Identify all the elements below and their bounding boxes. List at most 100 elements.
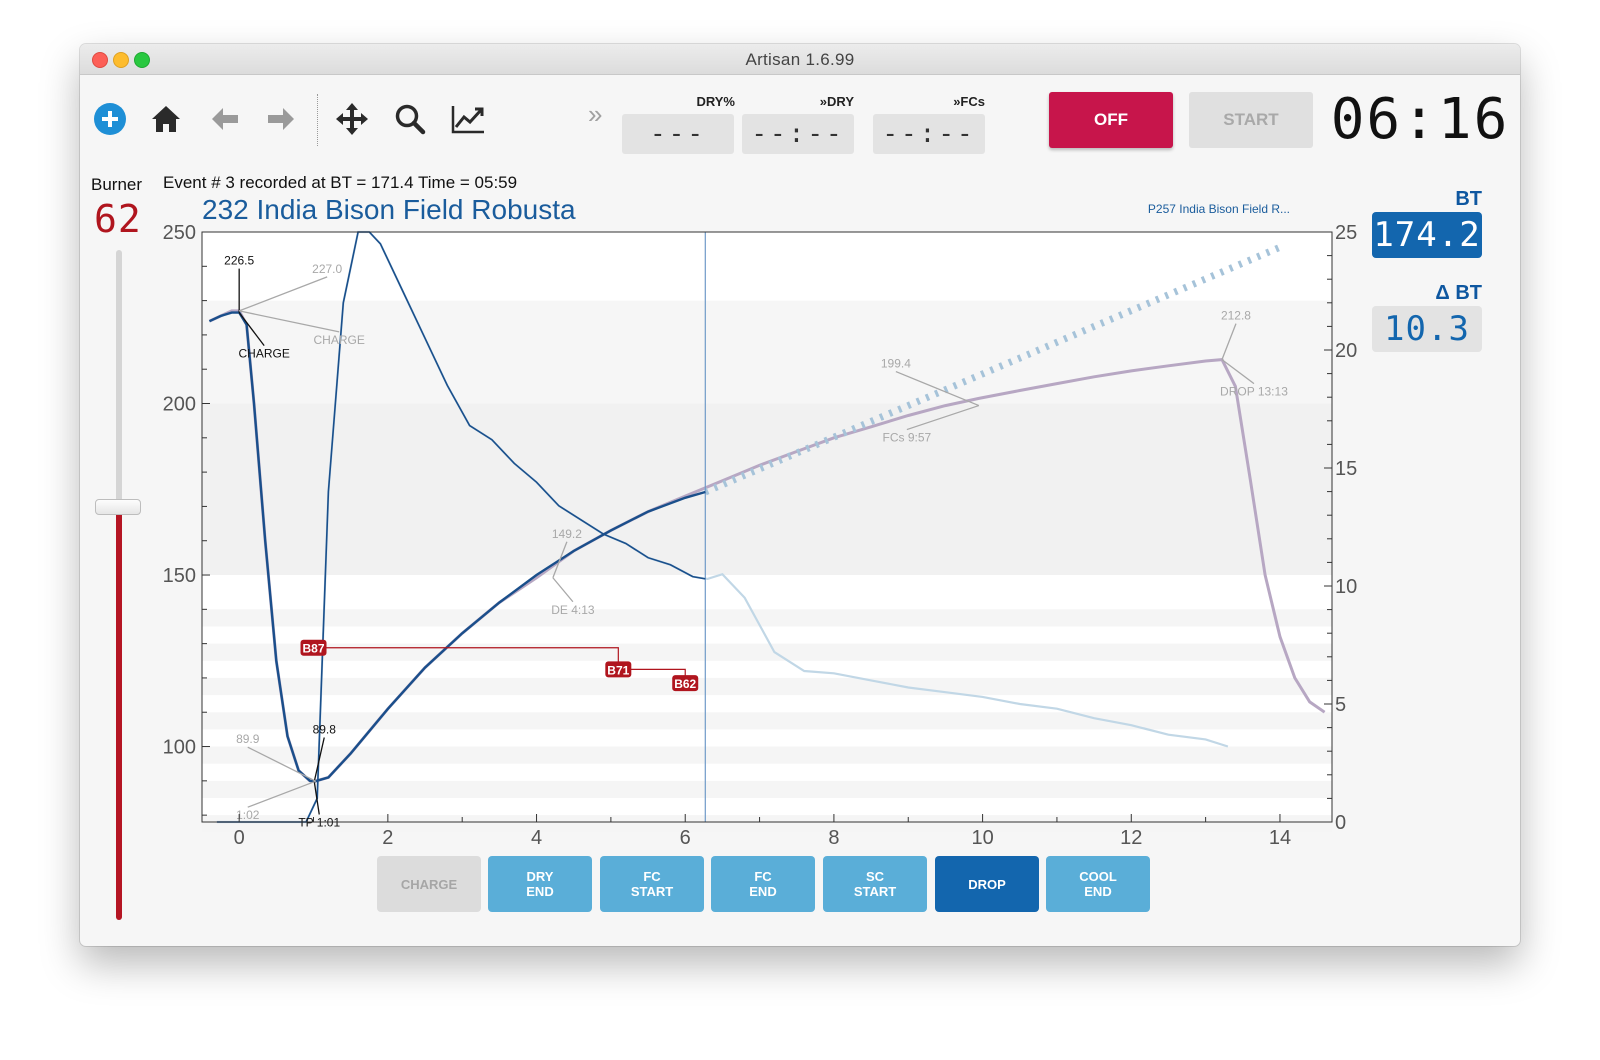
bt-curve [208,311,706,783]
y2-tick-label: 20 [1335,340,1357,362]
phase-stripe [202,677,1332,696]
annotation-event-label: TP 1:01 [298,816,340,830]
x-tick-label: 12 [1120,827,1142,849]
annotation-value-label: 226.5 [224,254,254,268]
sc-start-button[interactable]: SC START [823,856,927,912]
plot-frame [201,231,1333,823]
x-tick-label: 10 [971,827,993,849]
annotation-value-label: 199.4 [881,357,911,371]
to-dry-label: »DRY [819,94,854,109]
fc-end-button[interactable]: FC END [711,856,815,912]
move-icon[interactable] [333,100,371,138]
annotation-leader [313,737,325,782]
window-title: Artisan 1.6.99 [745,50,855,69]
dry-percent-lcd: --- [622,114,734,154]
phase-stripe [202,746,1332,764]
burner-slider-fill [116,514,122,920]
phase-band-middle [202,403,1332,576]
back-arrow-icon[interactable] [206,100,244,138]
chart-annotations: 226.5 CHARGE 227.0 CHARGE 89.8 TP 1:01 89.9 1:0… [224,254,1288,830]
burner-event-marker [605,661,632,678]
bt-lcd: 174.2 [1372,212,1482,258]
forward-arrow-icon[interactable] [262,100,300,138]
to-fcs-lcd: --:-- [873,114,985,154]
background-profile-title: P257 India Bison Field R... [1147,202,1290,216]
phase-stripe [202,780,1332,798]
annotation-value-label: 227.0 [312,262,342,276]
burner-event-label: B87 [303,642,325,656]
event-status-message: Event # 3 recorded at BT = 171.4 Time = … [163,173,518,192]
annotation-event-label: CHARGE [238,347,289,361]
bt-label: BT [1455,188,1482,210]
to-dry-lcd: --:-- [742,114,854,154]
phase-band-upper [202,300,1332,404]
burner-event-marker [672,675,699,692]
annotation-leader [552,577,574,603]
burner-event-label: B71 [607,663,629,677]
title-bar: Artisan 1.6.99 [80,44,1520,75]
phase-stripe [202,609,1332,627]
annotation-leader [906,404,980,431]
add-icon[interactable] [91,100,129,138]
annotation-leader [552,541,568,579]
maximize-window-button[interactable] [134,52,150,68]
toolbar-separator [317,94,318,146]
dry-percent-label: DRY% [696,94,735,109]
annotation-event-label: CHARGE [313,333,364,347]
cool-end-button[interactable]: COOL END [1046,856,1150,912]
x-tick-label: 4 [531,827,542,849]
zoom-icon[interactable] [391,100,429,138]
annotation-leader [1221,359,1255,385]
x-tick-label: 8 [828,827,839,849]
y-tick-label: 250 [163,222,196,244]
annotation-value-label: 149.2 [552,527,582,541]
annotation-event-label: FCs 9:57 [883,431,932,445]
roast-chart[interactable]: 226.5 CHARGE 227.0 CHARGE 89.8 TP 1:01 89.9 1:0… [80,44,1520,946]
chart-background [202,232,1332,833]
chart-icon[interactable] [449,100,487,138]
to-fcs-label: »FCs [953,94,985,109]
fc-start-button[interactable]: FC START [600,856,704,912]
minimize-window-button[interactable] [113,52,129,68]
annotation-value-label: 89.9 [236,732,260,746]
delta-bt-label: Δ BT [1435,282,1482,304]
y-tick-label: 100 [163,737,196,759]
annotation-leader [247,780,316,808]
burner-label: Burner [91,175,143,194]
annotation-leader [239,310,340,333]
drop-button[interactable]: DROP [935,856,1039,912]
delta-bt-lcd: 10.3 [1372,306,1482,352]
artisan-window: Artisan 1.6.99 » DRY% --- »DRY --:-- »FC… [80,44,1520,946]
off-button[interactable]: OFF [1049,92,1173,148]
profile-title: 232 India Bison Field Robusta [202,194,576,225]
annotation-leader [247,746,317,782]
phase-stripe [202,815,1332,833]
annotation-leader [238,276,328,312]
charge-button[interactable]: CHARGE [377,856,481,912]
burner-slider-handle[interactable] [95,499,141,515]
roast-timer: 06:16 [1330,86,1510,152]
phase-stripe [202,643,1332,661]
annotation-value-label: 212.8 [1221,309,1251,323]
annotation-event-label: DROP 13:13 [1220,385,1288,399]
annotation-leader [313,781,320,815]
y-tick-label: 150 [163,565,196,587]
start-button[interactable]: START [1189,92,1313,148]
burner-value-lcd: 62 [94,197,142,241]
x-tick-label: 2 [382,827,393,849]
chart-series [208,230,1326,824]
phase-stripe [202,712,1332,730]
x-tick-label: 14 [1269,827,1291,849]
home-icon[interactable] [147,100,185,138]
dry-end-button[interactable]: DRY END [488,856,592,912]
more-chevron-icon[interactable]: » [588,99,603,129]
y2-tick-label: 0 [1335,812,1346,834]
annotation-event-label: 1:02 [236,808,260,822]
burner-event-marker [300,639,327,656]
x-tick-label: 0 [234,827,245,849]
annotation-leader [895,370,980,407]
y-tick-label: 200 [163,394,196,416]
annotation-event-label: DE 4:13 [551,603,595,617]
close-window-button[interactable] [92,52,108,68]
chart-axes: 0 2 4 6 8 10 12 14 100 150 200 250 0 5 10 15 20 25 [163,222,1358,849]
